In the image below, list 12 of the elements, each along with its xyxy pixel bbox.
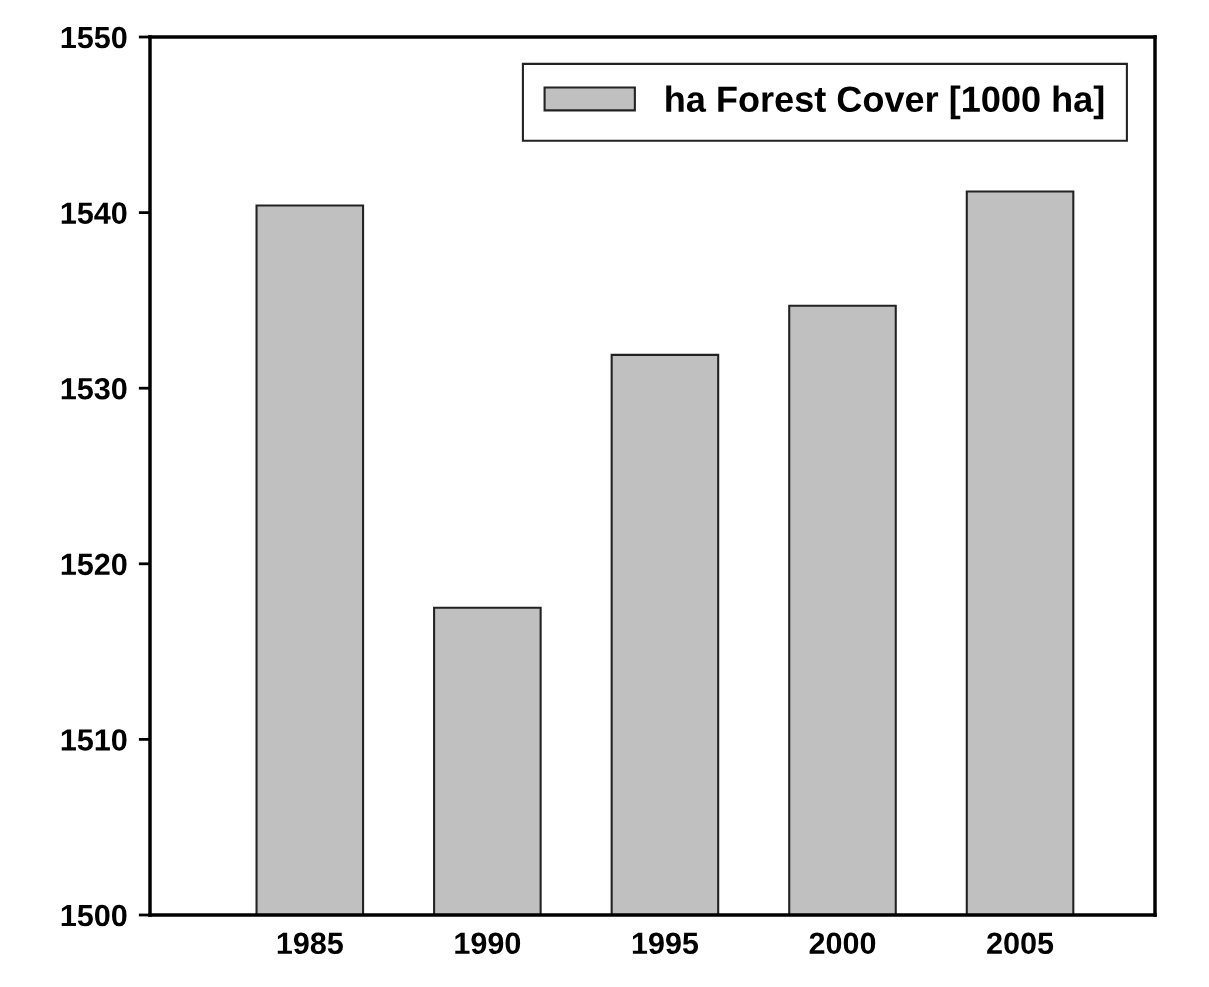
y-tick-label: 1500 [61,904,127,927]
y-tick-label: 1540 [61,202,127,224]
y-tick-label: 1550 [61,26,127,49]
legend-label: ha Forest Cover [1000 ha] [666,85,1104,120]
x-tick-label: 1985 [277,932,343,955]
x-tick-label: 1995 [632,932,699,955]
y-tick-label: 1520 [61,553,127,576]
x-tick-label: 2000 [809,932,876,955]
y-tick-label: 1530 [61,377,127,400]
x-tick-label: 1990 [455,932,521,955]
x-tick-label: 2005 [987,932,1054,955]
y-tick-label: 1510 [61,729,127,751]
